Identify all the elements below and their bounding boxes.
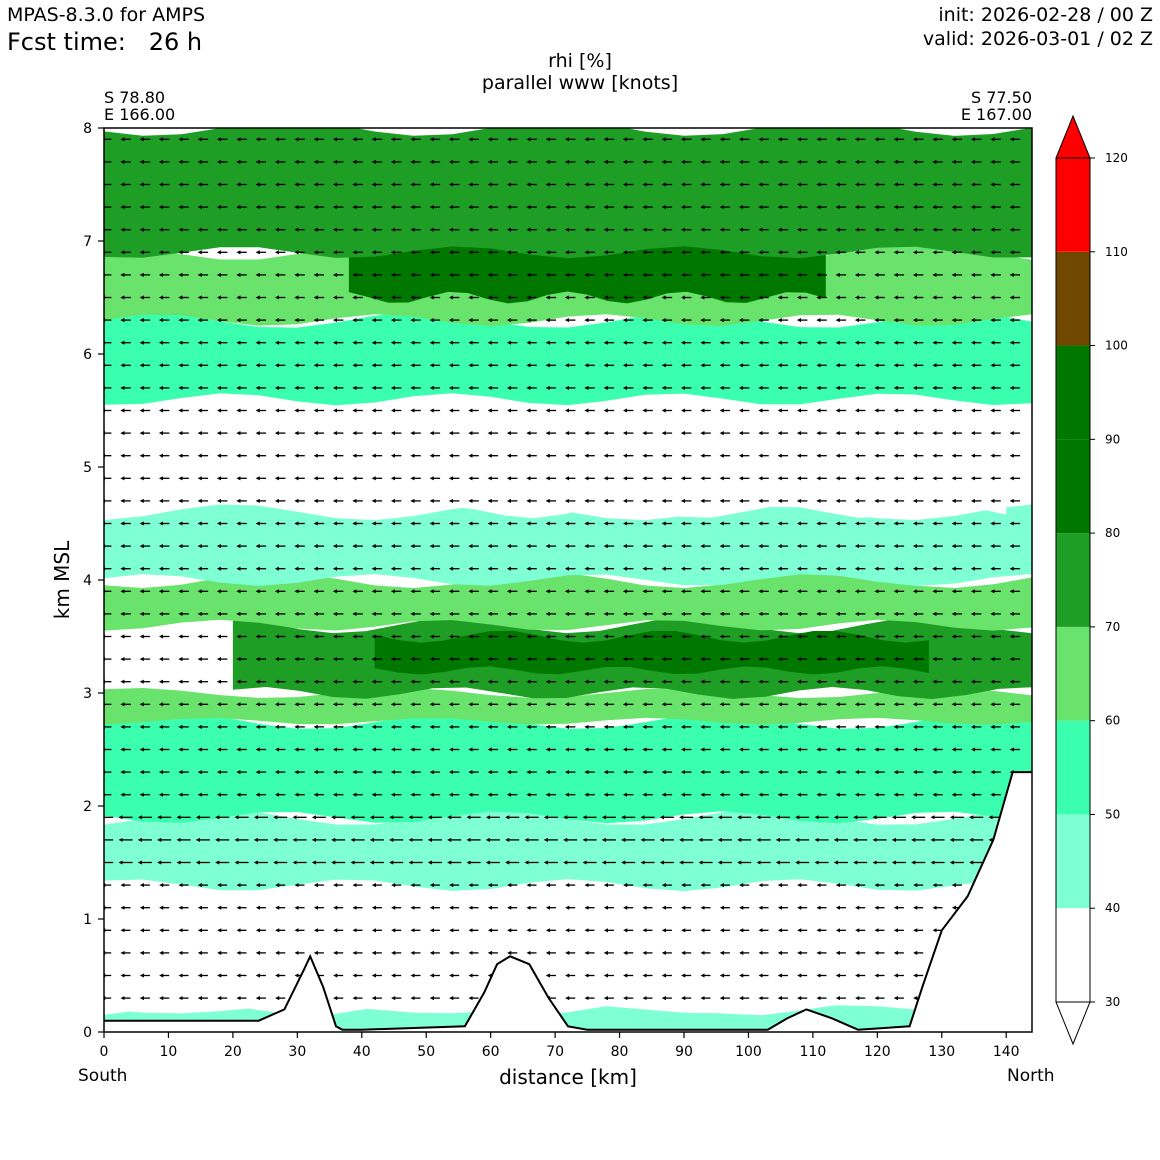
x-tick-label: 50 — [417, 1044, 435, 1060]
y-tick-label: 5 — [83, 460, 92, 476]
colorbar-bin — [1056, 908, 1090, 1002]
colorbar-extend-min — [1055, 1001, 1091, 1046]
x-tick-label: 140 — [993, 1044, 1020, 1060]
colorbar-frame — [1055, 157, 1091, 1003]
colorbar-bin — [1056, 720, 1090, 815]
y-tick-label: 8 — [83, 121, 92, 137]
forecast-time: Fcst time: 26 h — [7, 28, 202, 56]
rhi-band-1 — [104, 877, 1032, 1016]
model-title: MPAS-8.3.0 for AMPS — [7, 4, 206, 26]
valid-time: valid: 2026-03-01 / 02 Z — [922, 28, 1153, 50]
end-point-label: S 77.50 E 167.00 — [961, 89, 1032, 123]
wind-vectors — [104, 137, 1022, 1001]
colorbar-tick-label: 80 — [1105, 526, 1120, 540]
x-axis-label: distance [km] — [499, 1065, 637, 1089]
rhi-band-13 — [104, 128, 1032, 259]
start-lon: E 166.00 — [104, 105, 176, 124]
rhi-band-7 — [104, 572, 1032, 631]
colorbar-tick-label: 60 — [1105, 714, 1120, 728]
x-tick-label: 40 — [353, 1044, 371, 1060]
start-point-label: S 78.80 E 166.00 — [104, 89, 175, 123]
y-tick-label: 7 — [83, 234, 92, 250]
colorbar-bin — [1056, 626, 1090, 721]
colorbar-tick-label: 30 — [1105, 995, 1120, 1009]
chart-subtitle: parallel www [knots] — [481, 72, 679, 94]
forecast-time-label: Fcst time: — [7, 28, 126, 56]
colorbar-tick-label: 120 — [1105, 151, 1128, 165]
terrain — [104, 771, 1032, 1032]
colorbar: 30 40 50 60 70 80 90 100 110 120 — [1055, 114, 1128, 1046]
colorbar-bin — [1056, 158, 1090, 252]
x-tick-label: 80 — [611, 1044, 629, 1060]
x-tick-label: 20 — [224, 1044, 242, 1060]
y-axis: 0 1 2 3 4 5 6 7 8 — [83, 121, 104, 1041]
colorbar-tick-label: 100 — [1105, 339, 1128, 353]
chart-title: rhi [%] — [548, 50, 612, 72]
x-tick-label: 10 — [160, 1044, 178, 1060]
rhi-field — [104, 128, 1032, 1032]
colorbar-tick-label: 50 — [1105, 807, 1120, 821]
end-lon: E 167.00 — [960, 105, 1032, 124]
start-lat: S 78.80 — [104, 88, 166, 107]
x-tick-label: 70 — [546, 1044, 564, 1060]
colorbar-tick-label: 40 — [1105, 901, 1120, 915]
y-tick-label: 6 — [83, 347, 92, 363]
y-tick-label: 2 — [83, 799, 92, 815]
x-tick-label: 100 — [735, 1044, 762, 1060]
colorbar-bin — [1056, 345, 1090, 440]
x-axis: 0 10 20 30 40 50 60 70 80 90 100 110 120 130 140 — [100, 1032, 1020, 1060]
colorbar-bin — [1056, 251, 1090, 346]
terrain-fill — [104, 772, 1032, 1032]
init-time: init: 2026-02-28 / 00 Z — [938, 4, 1153, 26]
terrain-line — [104, 771, 1032, 1031]
rhi-band-9 — [297, 391, 1007, 519]
colorbar-bin — [1056, 533, 1090, 627]
y-tick-label: 4 — [83, 573, 92, 589]
x-tick-label: 110 — [800, 1044, 827, 1060]
x-tick-label: 120 — [864, 1044, 891, 1060]
rhi-band-10 — [104, 312, 1032, 406]
colorbar-bin — [1056, 814, 1090, 909]
south-label: South — [78, 1066, 128, 1086]
rhi-band-6 — [374, 630, 929, 675]
colorbar-tick-label: 90 — [1105, 432, 1120, 446]
x-tick-label: 90 — [675, 1044, 693, 1060]
forecast-time-value: 26 h — [148, 28, 203, 56]
y-tick-label: 0 — [83, 1025, 92, 1041]
rhi-band-3 — [104, 713, 1032, 824]
colorbar-tick-label: 70 — [1105, 620, 1120, 634]
x-tick-label: 0 — [100, 1044, 109, 1060]
rhi-band-2 — [104, 809, 1032, 892]
colorbar-tick-label: 110 — [1105, 245, 1128, 259]
x-tick-label: 30 — [288, 1044, 306, 1060]
end-lat: S 77.50 — [970, 88, 1032, 107]
x-tick-label: 130 — [928, 1044, 955, 1060]
y-tick-label: 3 — [83, 686, 92, 702]
x-tick-label: 60 — [482, 1044, 500, 1060]
colorbar-extend-max — [1055, 114, 1091, 159]
y-tick-label: 1 — [83, 912, 92, 928]
north-label: North — [1007, 1066, 1055, 1086]
colorbar-bin — [1056, 439, 1090, 534]
